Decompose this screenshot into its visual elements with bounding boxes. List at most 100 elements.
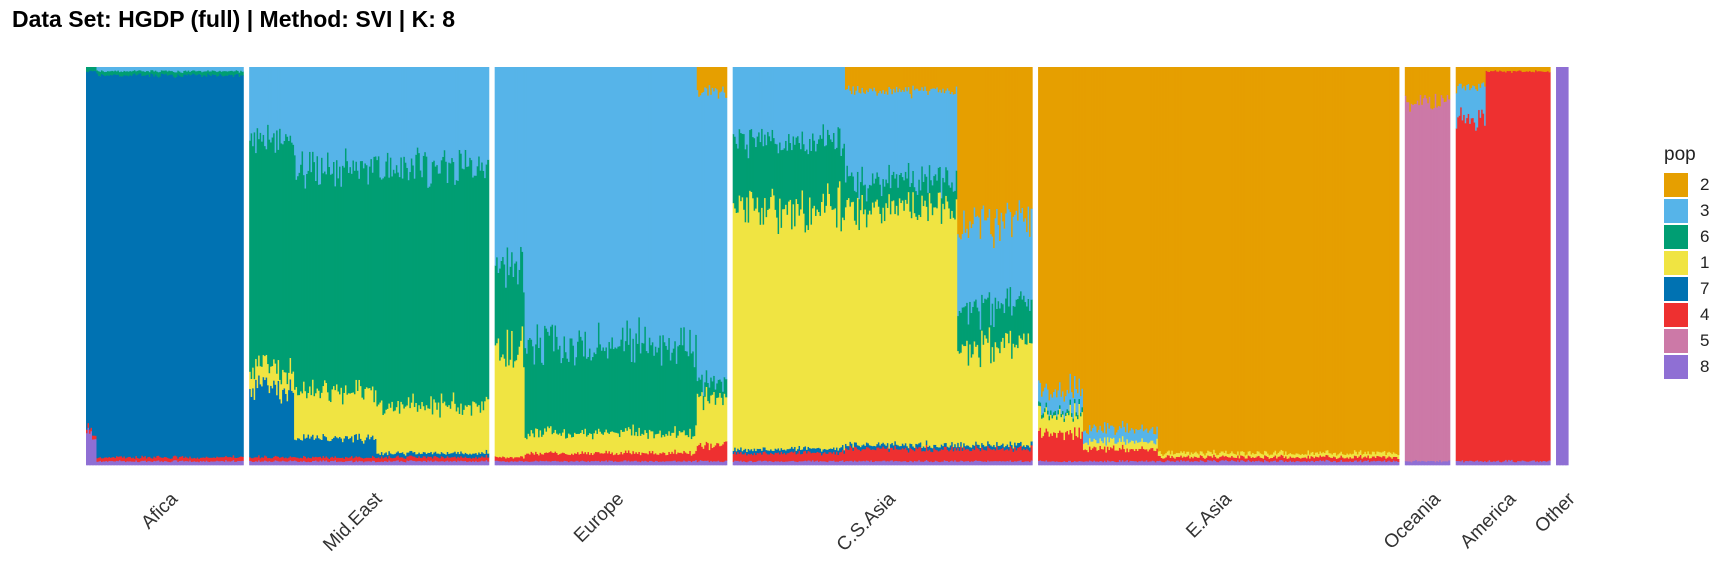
bar-segment-pop-4	[410, 455, 413, 461]
bar-segment-pop-8	[597, 460, 601, 466]
bar-segment-pop-4	[1313, 457, 1316, 463]
bar-segment-pop-1	[431, 414, 434, 455]
bar-segment-pop-8	[1222, 459, 1225, 466]
bar-segment-pop-7	[931, 447, 934, 453]
bar-segment-pop-6	[565, 351, 568, 439]
bar-segment-pop-2	[1466, 67, 1469, 85]
bar-segment-pop-4	[291, 457, 294, 462]
bar-segment-pop-3	[198, 67, 201, 71]
bar-segment-pop-8	[1171, 460, 1174, 466]
bar-segment-pop-8	[997, 460, 1000, 466]
bar-segment-pop-2	[1496, 67, 1499, 72]
bar-segment-pop-1	[303, 381, 306, 435]
bar-segment-pop-7	[216, 76, 219, 457]
bar-segment-pop-7	[380, 451, 383, 457]
bar-segment-pop-2	[1038, 67, 1041, 381]
bar-segment-pop-8	[427, 460, 430, 466]
bar-segment-pop-3	[846, 88, 849, 166]
bar-segment-pop-6	[526, 353, 529, 440]
bar-segment-pop-3	[970, 227, 973, 314]
bar-segment-pop-1	[877, 206, 880, 443]
bar-segment-pop-6	[389, 157, 392, 408]
bar-segment-pop-6	[379, 177, 382, 403]
bar-segment-pop-6	[183, 70, 186, 75]
bar-segment-pop-3	[123, 67, 126, 71]
bar-segment-pop-3	[698, 96, 701, 378]
bar-segment-pop-7	[319, 439, 322, 457]
bar-segment-pop-4	[569, 454, 572, 462]
bar-segment-pop-3	[479, 67, 482, 171]
bar-segment-pop-7	[343, 438, 346, 459]
bar-segment-pop-3	[1475, 88, 1478, 131]
bar-segment-pop-6	[581, 340, 584, 431]
bar-segment-pop-4	[150, 457, 153, 462]
bar-segment-pop-1	[782, 209, 785, 450]
bar-segment-pop-1	[1391, 453, 1394, 459]
bar-segment-pop-5	[1433, 107, 1436, 462]
bar-segment-pop-8	[826, 461, 830, 466]
bar-segment-pop-4	[160, 457, 163, 462]
bar-segment-pop-1	[633, 435, 636, 454]
bar-segment-pop-1	[1364, 451, 1367, 457]
bar-segment-pop-3	[352, 67, 355, 161]
bar-segment-pop-8	[1500, 462, 1503, 466]
group-label: Europe	[570, 489, 628, 547]
bar-segment-pop-1	[1268, 455, 1271, 459]
bar-segment-pop-1	[1100, 440, 1104, 450]
bar-segment-pop-1	[1292, 454, 1295, 458]
bar-segment-pop-3	[1090, 430, 1093, 442]
bar-segment-pop-2	[1316, 67, 1319, 453]
bar-segment-pop-3	[1473, 85, 1476, 123]
bar-segment-pop-4	[385, 456, 388, 462]
bar-segment-pop-2	[1253, 67, 1256, 455]
bar-segment-pop-3	[273, 67, 276, 134]
bar-segment-pop-6	[587, 356, 590, 436]
bar-segment-pop-2	[699, 67, 702, 96]
bar-segment-pop-2	[1111, 67, 1114, 426]
bar-segment-pop-8	[1093, 460, 1096, 466]
bar-segment-pop-3	[722, 86, 725, 392]
bar-segment-pop-1	[1317, 453, 1321, 458]
bar-segment-pop-4	[383, 457, 386, 462]
bar-segment-pop-8	[609, 460, 613, 466]
bar-segment-pop-7	[196, 74, 199, 458]
bar-segment-pop-2	[1379, 67, 1382, 453]
bar-segment-pop-4	[1160, 457, 1163, 462]
bar-segment-pop-3	[196, 67, 199, 72]
bar-segment-pop-8	[457, 460, 460, 466]
bar-segment-pop-7	[338, 436, 342, 458]
bar-segment-pop-4	[904, 447, 907, 462]
bar-segment-pop-7	[303, 433, 306, 456]
bar-segment-pop-8	[312, 460, 315, 466]
bar-segment-pop-8	[1268, 462, 1271, 466]
bar-segment-pop-4	[157, 455, 160, 461]
bar-segment-pop-1	[380, 400, 383, 453]
bar-segment-pop-4	[666, 454, 669, 462]
bar-segment-pop-6	[847, 176, 851, 199]
bar-segment-pop-8	[1050, 461, 1053, 466]
bar-segment-pop-3	[961, 233, 964, 308]
bar-segment-pop-4	[1241, 455, 1244, 461]
bar-segment-pop-7	[401, 452, 404, 458]
bar-segment-pop-3	[824, 67, 827, 147]
bar-segment-pop-8	[1202, 461, 1205, 466]
bar-segment-pop-8	[999, 460, 1002, 466]
bar-segment-pop-3	[100, 67, 104, 71]
bar-segment-pop-8	[253, 461, 256, 466]
bar-segment-pop-7	[912, 446, 915, 451]
bar-segment-pop-8	[669, 460, 672, 466]
bar-segment-pop-7	[373, 439, 376, 458]
bar-segment-pop-3	[656, 67, 659, 353]
bar-segment-pop-4	[1252, 456, 1255, 462]
bar-segment-pop-8	[316, 461, 319, 466]
bar-segment-pop-2	[1141, 67, 1144, 425]
bar-segment-pop-3	[1068, 393, 1071, 411]
bar-segment-pop-4	[1139, 448, 1142, 462]
bar-segment-pop-1	[316, 388, 319, 436]
bar-segment-pop-4	[350, 455, 354, 461]
bar-segment-pop-7	[895, 444, 898, 450]
bar-segment-pop-8	[936, 460, 939, 466]
bar-segment-pop-6	[157, 72, 160, 78]
bar-segment-pop-8	[1328, 460, 1331, 466]
bar-segment-pop-6	[629, 328, 632, 430]
